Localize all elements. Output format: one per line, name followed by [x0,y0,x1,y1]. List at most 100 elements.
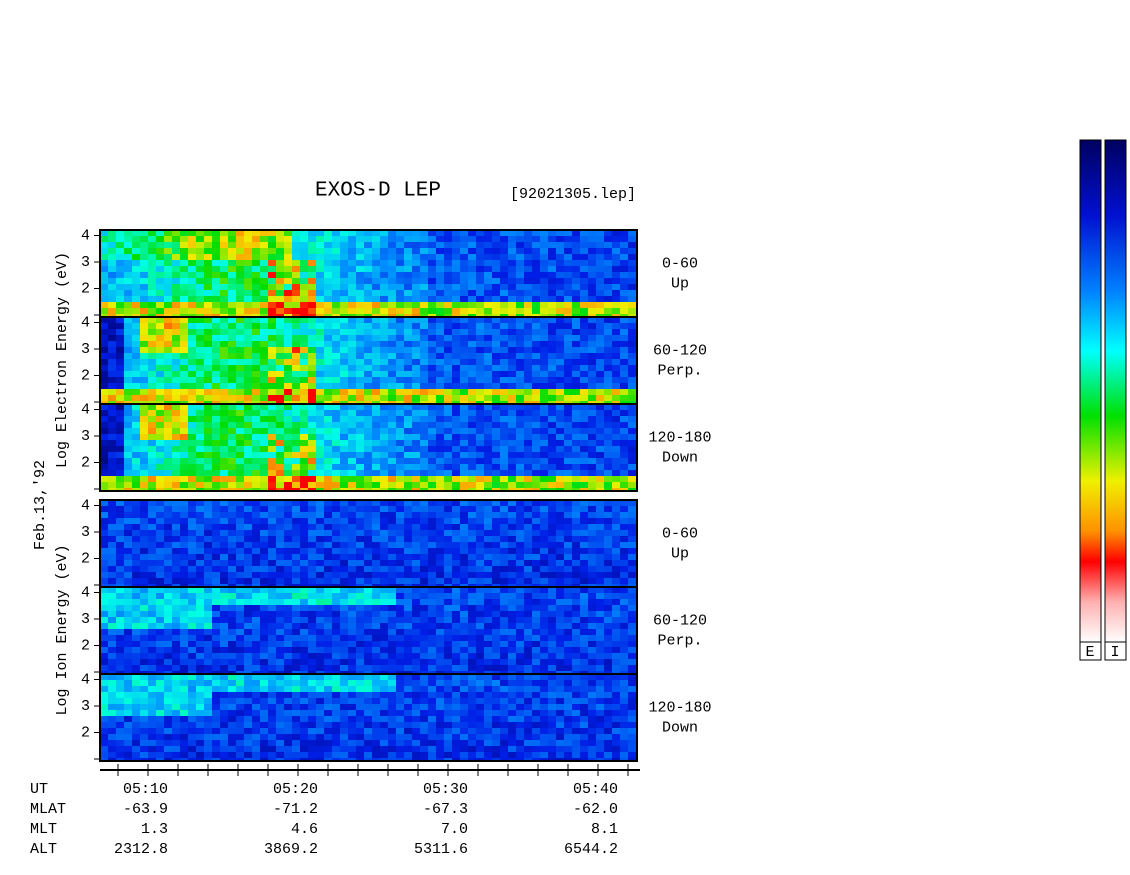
spectrogram-cell [364,314,372,317]
spectrogram-cell [372,353,380,359]
spectrogram-cell [572,446,580,452]
spectrogram-cell [188,578,196,584]
spectrogram-cell [588,464,596,470]
spectrogram-cell [284,347,292,353]
spectrogram-cell [468,584,476,587]
spectrogram-cell [196,560,204,566]
spectrogram-cell [276,488,284,491]
spectrogram-cell [212,353,220,359]
spectrogram-cell [284,359,292,365]
spectrogram-cell [332,482,340,488]
spectrogram-cell [300,578,308,584]
spectrogram-cell [276,248,284,254]
spectrogram-cell [540,359,548,365]
spectrogram-cell [372,593,380,599]
spectrogram-cell [268,404,276,410]
spectrogram-cell [140,548,148,554]
spectrogram-cell [116,641,124,647]
spectrogram-cell [388,617,396,623]
spectrogram-cell [268,470,276,476]
spectrogram-cell [188,347,196,353]
spectrogram-cell [620,371,628,377]
spectrogram-cell [572,587,580,593]
spectrogram-cell [124,284,132,290]
spectrogram-cell [228,641,236,647]
spectrogram-cell [508,329,516,335]
spectrogram-cell [516,434,524,440]
spectrogram-cell [236,566,244,572]
spectrogram-cell [460,347,468,353]
spectrogram-cell [612,464,620,470]
spectrogram-cell [140,359,148,365]
spectrogram-cell [100,554,108,560]
spectrogram-cell [220,587,228,593]
spectrogram-cell [284,482,292,488]
spectrogram-cell [380,323,388,329]
spectrogram-cell [428,422,436,428]
spectrogram-cell [620,428,628,434]
spectrogram-cell [140,536,148,542]
spectrogram-cell [452,416,460,422]
spectrogram-cell [556,422,564,428]
spectrogram-cell [620,230,628,236]
spectrogram-cell [524,410,532,416]
spectrogram-cell [404,506,412,512]
spectrogram-cell [324,617,332,623]
spectrogram-cell [220,593,228,599]
spectrogram-cell [340,605,348,611]
spectrogram-cell [412,518,420,524]
spectrogram-cell [316,278,324,284]
spectrogram-cell [380,365,388,371]
spectrogram-cell [116,584,124,587]
spectrogram-cell [172,248,180,254]
spectrogram-cell [452,584,460,587]
spectrogram-cell [396,500,404,506]
spectrogram-cell [388,242,396,248]
spectrogram-cell [188,389,196,395]
spectrogram-cell [580,230,588,236]
colorbar-e [1079,139,1102,643]
spectrogram-cell [108,242,116,248]
spectrogram-cell [540,266,548,272]
spectrogram-cell [244,404,252,410]
spectrogram-cell [404,476,412,482]
spectrogram-cell [444,518,452,524]
spectrogram-cell [572,290,580,296]
spectrogram-cell [348,524,356,530]
spectrogram-cell [244,341,252,347]
spectrogram-cell [196,383,204,389]
spectrogram-cell [492,548,500,554]
spectrogram-cell [588,242,596,248]
spectrogram-cell [500,470,508,476]
spectrogram-cell [316,530,324,536]
spectrogram-cell [180,317,188,323]
spectrogram-cell [612,302,620,308]
spectrogram-cell [628,365,636,371]
spectrogram-cell [468,230,476,236]
spectrogram-cell [588,317,596,323]
spectrogram-cell [156,488,164,491]
spectrogram-cell [540,428,548,434]
spectrogram-cell [452,506,460,512]
spectrogram-cell [452,524,460,530]
spectrogram-cell [492,377,500,383]
spectrogram-cell [404,272,412,278]
spectrogram-cell [564,341,572,347]
spectrogram-cell [596,500,604,506]
spectrogram-cell [388,635,396,641]
spectrogram-cell [532,284,540,290]
spectrogram-cell [380,230,388,236]
spectrogram-cell [524,554,532,560]
spectrogram-cell [228,260,236,266]
spectrogram-cell [572,488,580,491]
spectrogram-cell [604,371,612,377]
spectrogram-cell [500,389,508,395]
spectrogram-cell [468,566,476,572]
spectrogram-cell [204,653,212,659]
spectrogram-cell [300,278,308,284]
spectrogram-cell [324,458,332,464]
spectrogram-cell [340,341,348,347]
spectrogram-cell [516,359,524,365]
spectrogram-cell [404,290,412,296]
spectrogram-cell [380,587,388,593]
